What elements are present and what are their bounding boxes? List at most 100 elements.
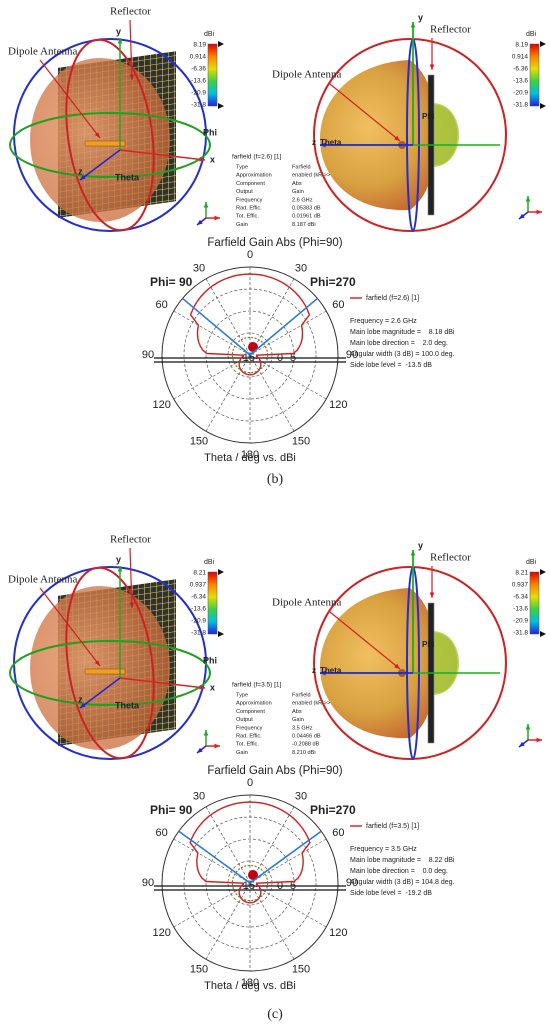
back-lobe: [432, 103, 459, 167]
sphere-ring-red: [313, 38, 507, 232]
beamwidth-line: [249, 830, 322, 884]
sphere-ring-green: [9, 112, 211, 178]
arrow-head: [394, 135, 400, 141]
source-dot: [248, 870, 258, 880]
colorbar-tick-label: -20.9: [513, 90, 528, 97]
arrow-line: [329, 83, 401, 142]
radiation-pattern: [30, 58, 170, 222]
panel: y x z Phi Theta Reflector Dipole Antenna dBi 8.2…: [8, 534, 546, 1022]
arrow-head: [94, 132, 100, 138]
info-key: Approximation: [236, 701, 272, 707]
colorbar-marker: [540, 103, 546, 109]
info-box: farfield (f=3.5) [1] Type Farfield Approxim…: [232, 682, 337, 756]
arrow-line: [79, 149, 121, 181]
info-key: Rad. Effic.: [236, 733, 262, 739]
reflector-label: Reflector: [110, 6, 151, 18]
stat-line: Frequency = 3.5 GHz: [350, 846, 417, 853]
angle-label: 60: [332, 299, 344, 311]
arrow-line: [119, 149, 206, 161]
colorbar-marker: [540, 631, 546, 637]
arrow-head: [80, 702, 86, 708]
info-key: Output: [236, 717, 253, 723]
angle-label: 180: [241, 977, 259, 989]
colorbar: [529, 43, 540, 107]
radiation-pattern: [320, 60, 458, 211]
info-key: Frequency: [236, 197, 263, 203]
info-value: enabled (kR >> 1): [292, 173, 337, 179]
stat-line: Side lobe level = -13.5 dB: [350, 362, 432, 369]
beamwidth-line: [178, 830, 251, 884]
colorbar-tick-label: 8.19: [193, 42, 206, 49]
info-value: 0.05383 dB: [292, 205, 321, 211]
arrow-head: [525, 724, 531, 730]
dipole-label: Dipole Antenna: [8, 46, 77, 58]
radial-label: 5: [290, 880, 296, 892]
reflector-label: Reflector: [110, 534, 151, 546]
radial-label: 5: [290, 352, 296, 364]
colorbar-tick-label: -31.8: [513, 102, 528, 109]
legend-label: farfield (f=2.6) [1]: [366, 295, 419, 302]
stat-line: Side lobe level = -19.2 dB: [350, 890, 432, 897]
colorbar-marker: [218, 103, 224, 109]
angle-label: 90: [346, 349, 358, 361]
arrow-head: [129, 74, 135, 80]
sphere-ring-red: [65, 566, 155, 760]
angle-label: 120: [329, 927, 347, 939]
colorbar-tick-label: -31.8: [191, 102, 206, 109]
colorbar-unit: dBi: [204, 31, 215, 38]
colorbar-tick-label: 8.21: [515, 570, 528, 577]
arrow-head: [429, 592, 435, 598]
colorbar-tick-label: -13.6: [191, 78, 206, 85]
phi-left-label: Phi= 90: [150, 803, 193, 817]
stat-line: Angular width (3 dB) = 100.0 deg.: [350, 351, 455, 358]
arrow-head: [214, 215, 220, 221]
angle-label: 150: [190, 436, 208, 448]
colorbar-tick-label: -13.6: [191, 606, 206, 613]
arrow-head: [203, 730, 209, 736]
info-value: 8.187 dBi: [292, 222, 316, 228]
angle-label: 120: [152, 927, 170, 939]
arrow-head: [519, 741, 525, 747]
stat-line: Main lobe magnitude = 8.22 dBi: [350, 857, 455, 864]
axis-label: y: [418, 540, 423, 550]
info-value: 3.5 GHz: [292, 725, 313, 731]
pattern-curve: [189, 273, 311, 376]
angle-label: 90: [142, 349, 154, 361]
info-value: Gain: [292, 189, 304, 195]
axis-label: z: [312, 666, 316, 675]
angle-label: 0: [247, 249, 253, 261]
colorbar-marker: [218, 569, 224, 575]
right-3d-view: y z Theta Phi Reflector Dipole Antenna dBi 8.19…: [272, 12, 546, 232]
phi-label: Phi: [422, 112, 434, 121]
colorbar-tick-label: 8.19: [515, 42, 528, 49]
stat-line: Angular width (3 dB) = 104.8 deg.: [350, 879, 455, 886]
angle-label: 150: [292, 436, 310, 448]
info-value: Abs: [292, 181, 302, 187]
axis-label: x: [210, 682, 215, 692]
phi-label: Phi: [422, 640, 434, 649]
phi-label: Phi: [203, 655, 217, 665]
info-value: enabled (kR >> 1): [292, 701, 337, 707]
radiation-pattern: [30, 586, 170, 750]
axis-label: z: [78, 166, 83, 176]
colorbar-tick-label: -6.34: [513, 594, 528, 601]
info-key: Frequency: [236, 725, 263, 731]
arrow-head: [80, 174, 86, 180]
arrow-line: [119, 677, 206, 689]
polar-plot: Farfield Gain Abs (Phi=90)03060901201501…: [142, 765, 455, 992]
info-value: Farfield: [292, 164, 311, 170]
stat-line: Main lobe direction = 0.0 deg.: [350, 868, 448, 875]
dipole-label: Dipole Antenna: [272, 597, 341, 609]
dipole: [84, 140, 126, 147]
info-value: Abs: [292, 709, 302, 715]
angle-label: 60: [332, 827, 344, 839]
dipole-label: Dipole Antenna: [272, 69, 341, 81]
info-key: Type: [236, 164, 248, 170]
arrow-head: [199, 157, 205, 162]
phi-right-label: Phi=270: [310, 275, 356, 289]
arrow-head: [197, 747, 203, 753]
legend-label: farfield (f=3.5) [1]: [366, 823, 419, 830]
info-value: -0.2088 dB: [292, 742, 320, 748]
beamwidth-line: [182, 297, 251, 356]
inner-ring: [231, 864, 269, 902]
